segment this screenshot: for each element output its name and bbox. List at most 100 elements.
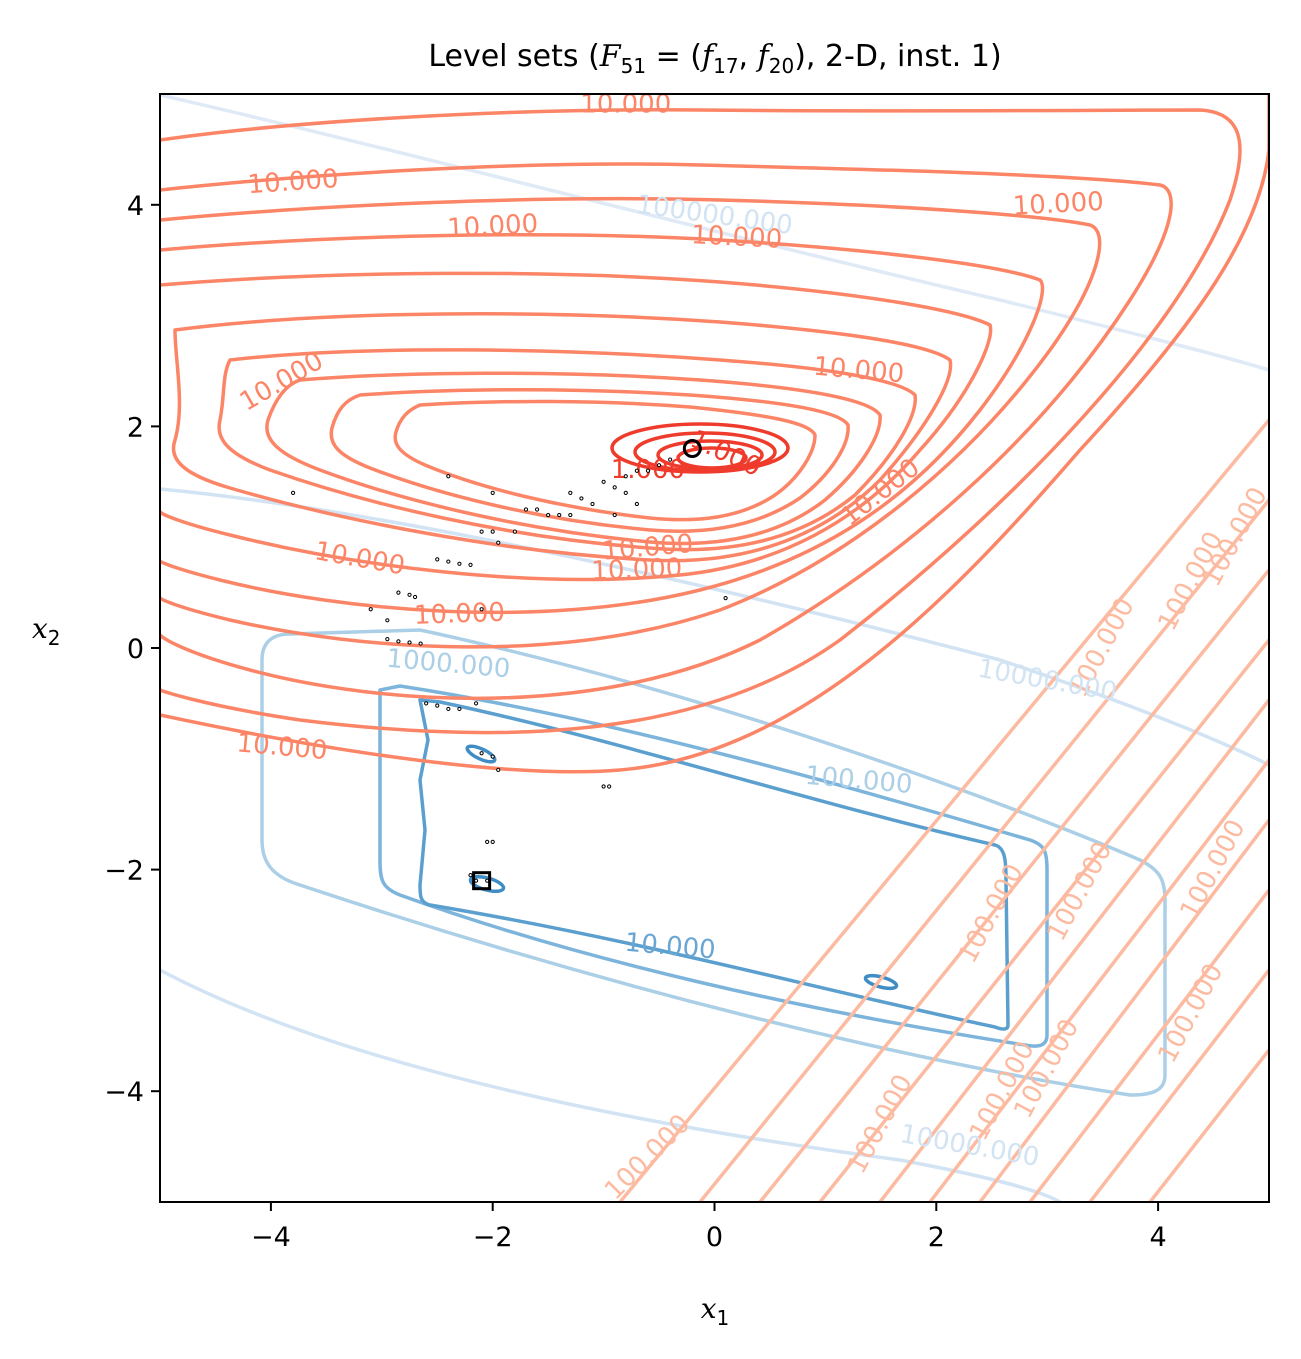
f17-diagonal-band-6 <box>928 758 1269 1202</box>
f17-diagonal-band-2 <box>698 498 1269 1202</box>
search-point <box>446 706 451 712</box>
f17-contour-10-big-3 <box>160 196 1102 649</box>
search-point <box>568 512 573 518</box>
x-tick-label: −2 <box>473 1222 513 1253</box>
search-point <box>435 703 440 708</box>
f17-optimum-marker <box>682 439 702 459</box>
f17-contour-label: 10.000 <box>580 90 671 120</box>
search-point <box>396 639 401 644</box>
search-point <box>468 562 473 568</box>
f17-diagonal-band-1 <box>618 418 1269 1202</box>
search-point <box>723 596 728 601</box>
search-point <box>612 512 617 518</box>
search-point <box>623 474 628 479</box>
search-point <box>368 607 373 612</box>
f17-contour-label: 10.000 <box>235 728 328 766</box>
x-tick-label: 4 <box>1150 1222 1167 1253</box>
y-axis-label: x2 <box>32 612 61 650</box>
f17-contour-1-4 <box>676 446 748 470</box>
f20-contour-10 <box>418 698 1010 1031</box>
f17-contour-10-big-1 <box>160 108 1242 735</box>
f20-contour-100 <box>378 684 1049 1048</box>
f17-contour-1-2 <box>633 431 777 473</box>
y-axis: −4 −2 0 2 4 <box>104 191 160 1108</box>
f20-optimum-marker <box>472 871 492 891</box>
search-point <box>668 457 673 462</box>
search-point <box>412 594 418 600</box>
search-point <box>579 496 584 501</box>
x-axis: −4 −2 0 2 4 <box>251 1202 1167 1253</box>
search-point <box>479 529 484 534</box>
x-tick-label: 0 <box>706 1222 723 1253</box>
search-point <box>634 468 639 473</box>
search-point <box>645 468 651 473</box>
search-point <box>418 641 423 646</box>
f17-contour-label: 10.000 <box>413 598 505 631</box>
f17-contour-100000 <box>160 94 1269 372</box>
chart-title: Level sets (F51 = (f17, f20), 2-D, inst.… <box>428 39 1001 78</box>
f20-contour-1000 <box>260 628 1167 1097</box>
f17-contour-10-mid-1 <box>265 371 882 546</box>
f17-diagonal-band-4 <box>818 638 1269 1202</box>
search-point <box>407 640 412 645</box>
f17-diagonal-band-9 <box>1088 968 1269 1202</box>
y-tick-label: 4 <box>127 191 144 222</box>
search-point <box>534 507 540 512</box>
search-point <box>496 767 501 772</box>
f17-contour-label: 10.000 <box>690 220 782 255</box>
search-point <box>590 501 595 507</box>
search-point <box>485 839 490 845</box>
f17-diagonal-band-7 <box>978 818 1269 1202</box>
search-point <box>557 512 562 518</box>
search-point <box>396 590 401 595</box>
search-point <box>601 784 606 789</box>
search-point <box>490 754 495 759</box>
search-point <box>623 490 628 495</box>
search-point <box>435 557 440 562</box>
search-point <box>607 784 612 789</box>
f17-contour-10-big-4 <box>160 233 1045 615</box>
search-point <box>490 529 495 534</box>
search-point <box>468 873 473 878</box>
f17-diagonal-band-3 <box>758 568 1269 1202</box>
f17-contour-label: 10.000 <box>312 536 407 581</box>
search-point <box>601 479 606 484</box>
search-point <box>479 751 484 756</box>
f17-contour-10-mid-2 <box>329 388 850 533</box>
search-point <box>523 507 529 512</box>
f17-contour-10-big-5 <box>160 271 993 582</box>
y-tick-label: 2 <box>127 412 144 443</box>
f20-contours <box>160 487 1269 1202</box>
f20-local-min-1 <box>465 744 497 764</box>
f20-contour-label: 10.000 <box>624 928 717 966</box>
search-point <box>479 607 484 612</box>
f17-contours <box>160 94 1269 1202</box>
search-point <box>424 701 429 706</box>
f17-contour-label: 10.000 <box>446 209 538 244</box>
search-point <box>473 701 479 706</box>
search-point <box>290 490 296 495</box>
f17-contour-10-big-2 <box>160 162 1173 701</box>
f17-contour-10-big-7 <box>217 348 917 552</box>
f17-diagonal-band-10 <box>1148 1048 1269 1202</box>
f17-contour-10-outer <box>160 94 1269 774</box>
f17-contour-label: 10.000 <box>247 164 340 200</box>
y-tick-label: 0 <box>127 634 144 665</box>
x-tick-label: −4 <box>251 1222 291 1253</box>
search-point <box>568 490 573 495</box>
search-point <box>385 618 390 623</box>
f17-contour-label: 10.000 <box>591 553 683 586</box>
scatter-points <box>290 457 728 883</box>
f17-contour-label: 10.000 <box>812 352 905 390</box>
f20-contour-10000-lower <box>160 968 1062 1202</box>
f17-contour-label: 10.000 <box>1012 187 1104 222</box>
search-point <box>496 540 501 545</box>
search-point <box>634 501 639 507</box>
y-tick-label: −4 <box>104 1077 144 1108</box>
f17-diagonal-band-8 <box>1028 888 1269 1202</box>
search-point <box>457 706 462 712</box>
x-tick-label: 2 <box>928 1222 945 1253</box>
f17-contour-label: 100.000 <box>1042 837 1119 946</box>
